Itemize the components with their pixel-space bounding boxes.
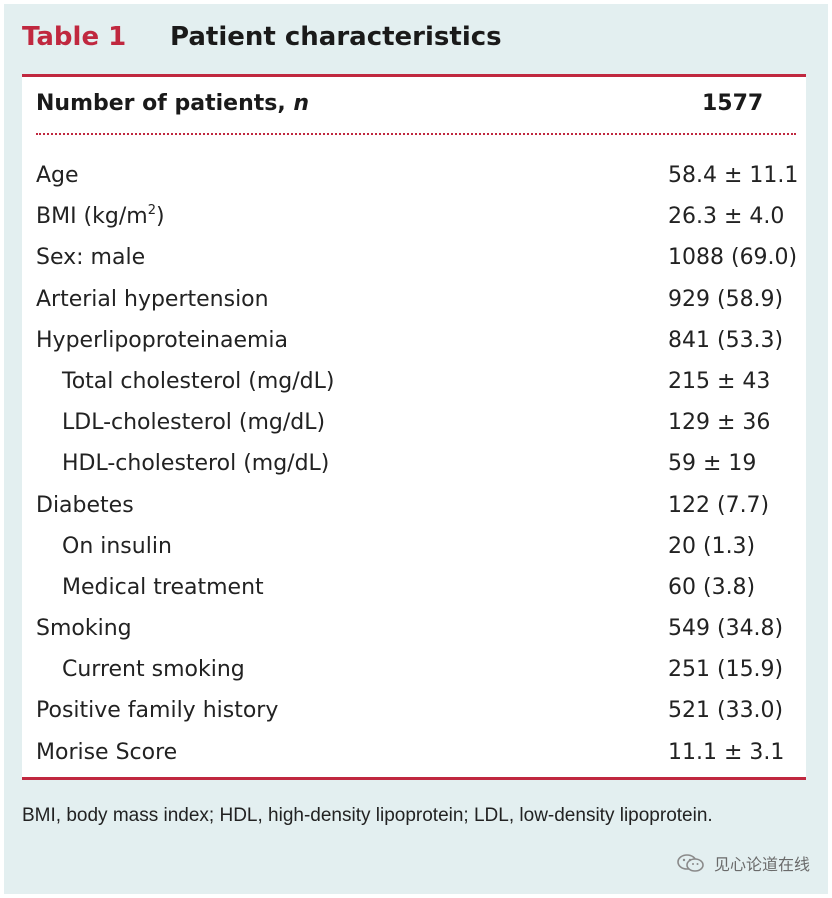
watermark-text: 见心论道在线 <box>713 855 810 874</box>
row-value: 11.1 ± 3.1 <box>668 739 785 765</box>
header-divider <box>36 133 796 135</box>
row-value: 841 (53.3) <box>668 327 784 353</box>
row-label: Arterial hypertension <box>36 286 269 312</box>
table-row: Current smoking 251 (15.9) <box>22 649 806 690</box>
table-row: BMI (kg/m2) 26.3 ± 4.0 <box>22 196 806 237</box>
row-label: Medical treatment <box>62 574 264 600</box>
row-label: Hyperlipoproteinaemia <box>36 327 289 353</box>
table-rows: Age 58.4 ± 11.1 BMI (kg/m2) 26.3 ± 4.0 Sex… <box>22 155 806 773</box>
row-label-superscript: 2 <box>147 203 156 219</box>
top-rule <box>22 74 806 77</box>
row-value: 251 (15.9) <box>668 657 784 683</box>
header-label: Number of patients, n <box>36 89 309 119</box>
table-row: Total cholesterol (mg/dL) 215 ± 43 <box>22 361 806 402</box>
row-value: 122 (7.7) <box>668 492 770 518</box>
row-value: 1088 (69.0) <box>668 245 798 271</box>
header-label-text: Number of patients, <box>36 91 294 116</box>
watermark: 见心论道在线 <box>676 852 810 874</box>
row-label: On insulin <box>62 533 172 559</box>
row-value: 26.3 ± 4.0 <box>668 204 785 230</box>
row-label: LDL-cholesterol (mg/dL) <box>62 410 326 436</box>
row-value: 59 ± 19 <box>668 451 757 477</box>
table-row: Sex: male 1088 (69.0) <box>22 237 806 278</box>
bottom-rule <box>22 777 806 780</box>
table-caption: Table 1 Patient characteristics <box>22 20 502 54</box>
row-label-text: BMI (kg/m <box>36 204 148 230</box>
row-label: Morise Score <box>36 739 178 765</box>
table-row: On insulin 20 (1.3) <box>22 526 806 567</box>
table-header-row: Number of patients, n 1577 <box>36 89 792 119</box>
row-label: BMI (kg/m2) <box>36 196 165 237</box>
row-label: Current smoking <box>62 657 245 683</box>
row-value: 20 (1.3) <box>668 533 756 559</box>
row-value: 549 (34.8) <box>668 616 784 642</box>
table-title: Patient characteristics <box>170 22 502 52</box>
row-label: Smoking <box>36 616 132 642</box>
row-value: 929 (58.9) <box>668 286 784 312</box>
table-footnote: BMI, body mass index; HDL, high-density … <box>22 805 713 826</box>
table-label: Table 1 <box>22 22 127 52</box>
table-row: Diabetes 122 (7.7) <box>22 485 806 526</box>
header-value: 1577 <box>702 91 764 116</box>
table-body: Number of patients, n 1577 Age 58.4 ± 11.… <box>22 77 806 777</box>
row-label: Positive family history <box>36 698 279 724</box>
table-row: Age 58.4 ± 11.1 <box>22 155 806 196</box>
table-row: Hyperlipoproteinaemia 841 (53.3) <box>22 320 806 361</box>
row-value: 58.4 ± 11.1 <box>668 163 799 188</box>
row-label: Sex: male <box>36 245 146 271</box>
table-row: HDL-cholesterol (mg/dL) 59 ± 19 <box>22 443 806 484</box>
row-value: 129 ± 36 <box>668 410 771 436</box>
row-label-suffix: ) <box>155 204 165 230</box>
row-value: 215 ± 43 <box>668 368 771 394</box>
row-label: HDL-cholesterol (mg/dL) <box>62 451 330 477</box>
row-label: Total cholesterol (mg/dL) <box>62 368 335 394</box>
row-label: Diabetes <box>36 492 134 518</box>
table-row: LDL-cholesterol (mg/dL) 129 ± 36 <box>22 402 806 443</box>
table-row: Smoking 549 (34.8) <box>22 608 806 649</box>
header-label-italic: n <box>293 91 310 116</box>
table-row: Positive family history 521 (33.0) <box>22 690 806 731</box>
row-value: 521 (33.0) <box>668 698 784 724</box>
wechat-icon <box>676 853 706 873</box>
row-label: Age <box>36 163 79 188</box>
table-row: Arterial hypertension 929 (58.9) <box>22 279 806 320</box>
table-row: Morise Score 11.1 ± 3.1 <box>22 732 806 773</box>
table-row: Medical treatment 60 (3.8) <box>22 567 806 608</box>
row-value: 60 (3.8) <box>668 574 756 600</box>
